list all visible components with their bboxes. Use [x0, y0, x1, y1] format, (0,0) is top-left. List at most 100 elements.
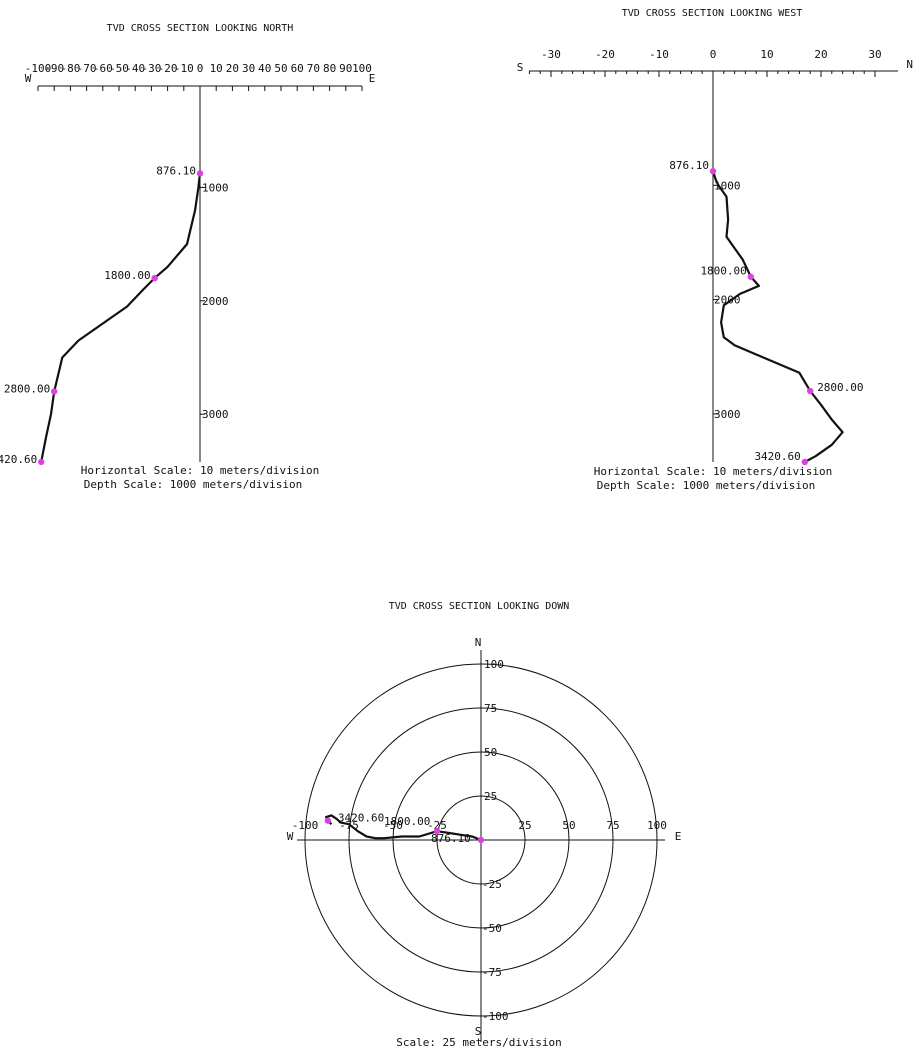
- down-south-label: -100: [482, 1010, 509, 1023]
- west-depth-tick-label: 2000: [714, 294, 741, 307]
- west-x-tick-label: 20: [814, 48, 827, 61]
- west-point-marker: [801, 458, 808, 466]
- down-south-label: -25: [482, 878, 502, 891]
- north-depth-tick-label: 3000: [202, 408, 229, 421]
- west-x-tick-label: -10: [649, 48, 669, 61]
- north-depth-tick-label: 2000: [202, 295, 229, 308]
- west-chart-north-label: N: [906, 58, 913, 71]
- west-chart-horizontal-scale: Horizontal Scale: 10 meters/division: [594, 465, 832, 478]
- down-point-marker: [324, 817, 332, 824]
- north-x-tick-label: -40: [125, 62, 145, 75]
- west-x-tick-label: -20: [595, 48, 615, 61]
- west-point-marker: [709, 167, 717, 175]
- down-chart-well-path: [325, 814, 482, 842]
- north-chart-depth-ticks: 1000 2000 3000: [200, 181, 229, 421]
- north-x-tick-label: -90: [44, 62, 64, 75]
- down-point-label: 3420.60: [338, 812, 384, 825]
- north-chart-well-path: [40, 173, 202, 463]
- north-chart-horizontal-scale: Horizontal Scale: 10 meters/division: [81, 464, 319, 477]
- down-point-label: 1800.00: [384, 815, 430, 828]
- north-x-tick-label: -70: [77, 62, 97, 75]
- north-x-tick-label: 20: [226, 62, 239, 75]
- north-x-tick-label: -10: [174, 62, 194, 75]
- north-chart-title: TVD CROSS SECTION LOOKING NORTH: [107, 23, 294, 34]
- down-chart-east-label: E: [675, 830, 682, 843]
- west-chart-south-label: S: [517, 61, 524, 74]
- down-north-label: 25: [484, 790, 497, 803]
- north-x-tick-label: -50: [109, 62, 129, 75]
- west-chart-x-ticks: -30 -20 -10 0 10 20 30: [528, 48, 882, 77]
- north-point-label: 3420.60: [0, 453, 37, 466]
- chart-looking-down: TVD CROSS SECTION LOOKING DOWN N S W E 1…: [287, 601, 682, 1049]
- north-x-tick-label: 90: [339, 62, 352, 75]
- north-depth-tick-label: 1000: [202, 181, 229, 194]
- west-chart-points: 876.10 1800.00 2800.00 3420.60: [669, 159, 864, 466]
- down-south-label: -75: [482, 966, 502, 979]
- west-point-marker: [747, 273, 754, 280]
- west-point-label: 2800.00: [817, 381, 863, 394]
- north-point-label: 876.10: [156, 164, 196, 177]
- north-chart-points: 876.10 1800.00 2800.00 3420.60: [0, 164, 204, 466]
- north-chart-x-ticks: -100-90-80-70-60-50-40-30-20-10 0 10 20 30 40…: [25, 62, 372, 91]
- west-chart-well-path: [711, 170, 844, 463]
- down-west-label: -50: [383, 819, 403, 832]
- north-x-tick-label: -60: [93, 62, 113, 75]
- north-x-tick-label: 10: [210, 62, 223, 75]
- west-point-marker: [807, 387, 814, 395]
- chart-looking-north: TVD CROSS SECTION LOOKING NORTH W E -100…: [0, 23, 375, 491]
- north-x-tick-label: -80: [60, 62, 80, 75]
- north-point-marker: [151, 274, 158, 282]
- north-chart-west-label: W: [25, 72, 32, 85]
- north-x-tick-label: 80: [323, 62, 336, 75]
- west-chart-depth-scale: Depth Scale: 1000 meters/division: [597, 479, 816, 492]
- north-chart-depth-scale: Depth Scale: 1000 meters/division: [84, 478, 303, 491]
- down-east-label: 25: [518, 819, 531, 832]
- down-north-label: 100: [484, 658, 504, 671]
- down-west-label: -100: [292, 819, 319, 832]
- north-x-tick-label: 70: [307, 62, 320, 75]
- down-chart-title: TVD CROSS SECTION LOOKING DOWN: [389, 601, 570, 612]
- north-point-marker: [196, 170, 204, 177]
- west-x-tick-label: 10: [760, 48, 773, 61]
- down-chart-north-label: N: [475, 636, 482, 649]
- north-point-label: 1800.00: [104, 269, 150, 282]
- north-x-tick-label: 0: [197, 62, 204, 75]
- west-point-label: 1800.00: [700, 265, 746, 278]
- chart-looking-west: TVD CROSS SECTION LOOKING WEST S N -30 -2…: [517, 8, 913, 492]
- north-x-tick-label: 50: [274, 62, 287, 75]
- west-x-tick-label: -30: [541, 48, 561, 61]
- down-south-label: -50: [482, 922, 502, 935]
- west-point-label: 876.10: [669, 159, 709, 172]
- north-x-tick-label: -20: [158, 62, 178, 75]
- west-depth-tick-label: 3000: [714, 408, 741, 421]
- north-x-tick-label: -30: [141, 62, 161, 75]
- north-point-marker: [38, 458, 45, 466]
- north-x-tick-label: 40: [258, 62, 271, 75]
- down-east-label: 75: [606, 819, 619, 832]
- down-north-label: 50: [484, 746, 497, 759]
- down-chart-south-label: S: [475, 1025, 482, 1038]
- north-x-tick-label: 100: [352, 62, 372, 75]
- west-point-label: 3420.60: [754, 450, 800, 463]
- down-point-marker: [477, 836, 485, 844]
- down-west-label: -25: [427, 819, 447, 832]
- down-east-label: 50: [562, 819, 575, 832]
- down-point-marker: [433, 828, 441, 835]
- down-chart-scale: Scale: 25 meters/division: [396, 1036, 562, 1049]
- west-chart-title: TVD CROSS SECTION LOOKING WEST: [622, 8, 803, 19]
- down-chart-west-label: W: [287, 830, 294, 843]
- down-point-label: 876.10: [431, 832, 471, 845]
- north-point-marker: [51, 388, 58, 395]
- north-chart-east-label: E: [369, 72, 376, 85]
- down-north-label: 75: [484, 702, 497, 715]
- west-x-tick-label: 0: [710, 48, 717, 61]
- down-east-label: 100: [647, 819, 667, 832]
- west-x-tick-label: 30: [868, 48, 881, 61]
- north-x-tick-label: 60: [291, 62, 304, 75]
- north-x-tick-label: 30: [242, 62, 255, 75]
- north-x-tick-label: -100: [25, 62, 52, 75]
- north-point-label: 2800.00: [4, 383, 50, 396]
